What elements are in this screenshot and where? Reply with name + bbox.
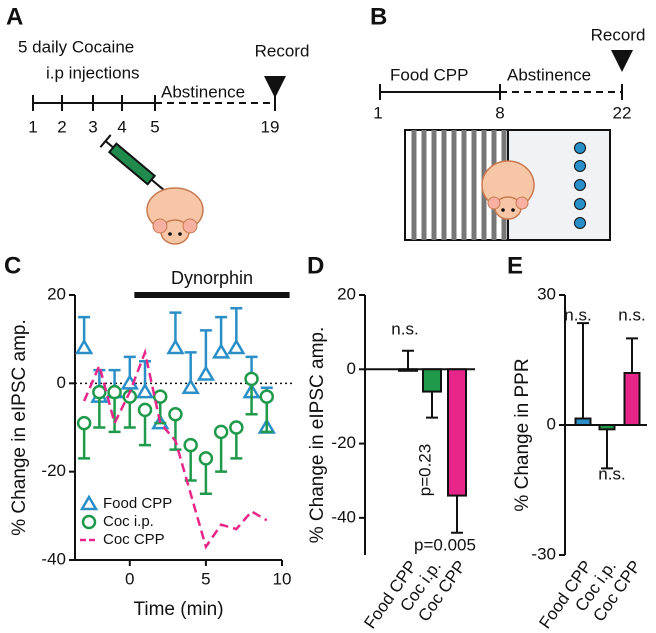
y-tick-label: 0 (547, 414, 556, 433)
data-point (137, 402, 153, 418)
diagram-text: Abstinence (161, 82, 245, 101)
timeline-label: 4 (117, 117, 126, 136)
diagram-text: Record (255, 41, 310, 60)
y-axis-label: % Change in PPR (512, 358, 533, 511)
diagram-text: i.p injections (46, 63, 140, 82)
x-tick-label: 5 (201, 569, 210, 588)
x-tick-label: 10 (273, 569, 292, 588)
timeline-label: 1 (28, 117, 37, 136)
error-bar (626, 337, 638, 373)
legend-label: Food CPP (103, 495, 172, 512)
annotation: Dynorphin (171, 268, 253, 288)
annotation: p=0.005 (414, 535, 476, 554)
panel-label: C (4, 252, 21, 279)
arrow (264, 76, 286, 98)
data-point (183, 437, 198, 453)
y-tick-label: 0 (57, 373, 66, 392)
bar (574, 417, 592, 426)
panel-label: A (6, 3, 23, 30)
arrow (611, 50, 633, 72)
diagram-text: Abstinence (507, 65, 591, 84)
legend-label: Coc i.p. (103, 513, 154, 530)
data-point (168, 407, 183, 422)
annotation: n.s. (564, 305, 591, 324)
legend-label: Coc CPP (103, 531, 165, 548)
timeline-ticks (379, 84, 623, 100)
series-line (82, 348, 268, 550)
data-point (198, 451, 214, 466)
legend-marker (81, 514, 97, 530)
annotation: n.s. (391, 319, 418, 338)
data-point (211, 342, 231, 359)
bar (598, 424, 616, 431)
data-point (259, 389, 275, 404)
diagram-text: Record (591, 25, 646, 44)
timeline-ticks (32, 95, 276, 111)
mouse-syringe (99, 134, 204, 245)
timeline-label: 5 (150, 117, 159, 136)
data-point (152, 389, 168, 404)
bar (447, 368, 467, 497)
error-bar (577, 322, 589, 419)
panel-label: D (307, 252, 324, 279)
timeline-label: 8 (495, 103, 504, 122)
y-tick-label: 0 (347, 359, 356, 378)
diagram-text: Food CPP (390, 65, 468, 84)
data-point (181, 378, 200, 394)
timeline-label: 2 (57, 117, 66, 136)
data-point (213, 424, 229, 440)
panel-label: E (507, 252, 523, 279)
legend-marker (79, 494, 99, 511)
cpp-box (404, 129, 611, 241)
timeline-label: 19 (261, 117, 280, 136)
bar (422, 368, 442, 393)
data-point (92, 384, 107, 400)
data-point (196, 365, 216, 381)
annotation: n.s. (618, 305, 645, 324)
timeline-label: 22 (613, 103, 632, 122)
error-bar (426, 391, 438, 419)
error-bar (451, 495, 463, 534)
y-axis-label: % Change in eIPSC amp. (307, 327, 328, 544)
data-point (135, 382, 155, 399)
timeline-label: 3 (88, 117, 97, 136)
y-axis-label: % Change in eIPSC amp. (9, 319, 30, 536)
y-tick-label: 20 (337, 284, 356, 303)
annotation: p=0.23 (415, 444, 434, 496)
data-point (74, 338, 94, 355)
bar (623, 372, 641, 426)
y-tick-label: -20 (41, 461, 66, 480)
y-tick-label: 20 (47, 284, 66, 303)
panel-label: B (370, 3, 387, 30)
data-point (107, 384, 122, 400)
y-tick-label: -20 (331, 433, 356, 452)
bar (398, 368, 418, 372)
y-tick-label: -40 (331, 507, 356, 526)
y-tick-label: -40 (41, 549, 66, 568)
data-point (76, 415, 92, 431)
data-point (229, 420, 244, 435)
annotation: n.s. (598, 464, 625, 483)
diagram-text: 5 daily Cocaine (18, 37, 134, 56)
x-axis-label: Time (min) (133, 599, 223, 620)
data-point (244, 371, 259, 387)
y-tick-label: 30 (537, 284, 556, 303)
x-tick-label: 0 (125, 569, 134, 588)
data-point (166, 338, 185, 355)
data-point (227, 338, 246, 355)
timeline-label: 1 (373, 103, 382, 122)
y-tick-label: -30 (531, 544, 556, 563)
error-bar (601, 429, 613, 470)
error-bar (402, 349, 414, 370)
